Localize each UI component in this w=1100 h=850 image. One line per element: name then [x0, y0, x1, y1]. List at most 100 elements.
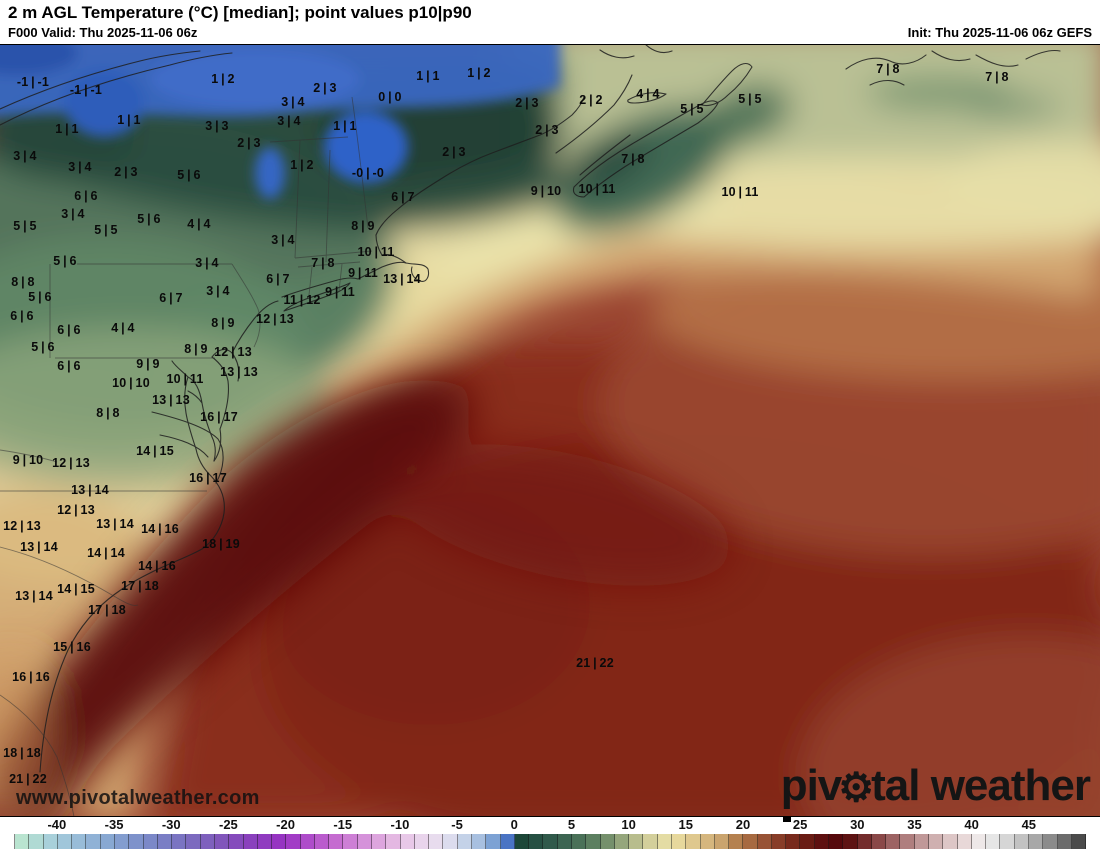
- colorbar-tick-label: -30: [161, 817, 181, 832]
- colorbar-cell: [486, 834, 501, 849]
- colorbar-cell: [443, 834, 458, 849]
- colorbar-tick-label: 0: [510, 817, 518, 832]
- colorbar-cell: [329, 834, 344, 849]
- colorbar-cell: [857, 834, 872, 849]
- colorbar-cell: [172, 834, 187, 849]
- valid-time-label: F000 Valid: Thu 2025-11-06 06z: [8, 25, 198, 40]
- colorbar-cell: [429, 834, 444, 849]
- colorbar-cell: [629, 834, 644, 849]
- colorbar-cell: [957, 834, 972, 849]
- colorbar-cell: [272, 834, 287, 849]
- colorbar-tick-label: 25: [792, 817, 808, 832]
- colorbar-cell: [700, 834, 715, 849]
- colorbar-cell: [343, 834, 358, 849]
- logo-text-post: tal weather: [871, 761, 1091, 810]
- colorbar-cell: [29, 834, 44, 849]
- colorbar-cell: [929, 834, 944, 849]
- temperature-field-graphic: [0, 45, 1100, 816]
- colorbar-cell: [400, 834, 415, 849]
- colorbar-cell: [372, 834, 387, 849]
- colorbar-cell: [86, 834, 101, 849]
- colorbar-tick-label: 20: [735, 817, 751, 832]
- logo-text-pre: piv: [780, 761, 843, 810]
- watermark: www.pivotalweather.com: [16, 787, 260, 809]
- colorbar-cell: [229, 834, 244, 849]
- map-title: 2 m AGL Temperature (°C) [median]; point…: [8, 3, 472, 22]
- colorbar-cell: [586, 834, 601, 849]
- colorbar-cell: [829, 834, 844, 849]
- colorbar-cell: [743, 834, 758, 849]
- colorbar-cell: [600, 834, 615, 849]
- colorbar-cell: [900, 834, 915, 849]
- colorbar-cell: [943, 834, 958, 849]
- colorbar-cell: [457, 834, 472, 849]
- map-header: 2 m AGL Temperature (°C) [median]; point…: [0, 0, 1100, 44]
- state-border-paths: [0, 96, 373, 816]
- colorbar-cell: [1000, 834, 1015, 849]
- colorbar-cell: [1057, 834, 1072, 849]
- colorbar-cell: [1043, 834, 1058, 849]
- colorbar-cells: [14, 834, 1087, 849]
- colorbar-cell: [914, 834, 929, 849]
- colorbar-tick-label: -5: [451, 817, 463, 832]
- colorbar-cell: [200, 834, 215, 849]
- colorbar-cell: [214, 834, 230, 849]
- colorbar-cell: [686, 834, 701, 849]
- colorbar-tick-row: -40 -35 -30 -25 -20 -15 -10 -5 0 5 10 15 20 25 30 35 40 4…: [0, 817, 1100, 834]
- init-time-label: Init: Thu 2025-11-06 06z GEFS: [907, 25, 1092, 40]
- colorbar-cell: [714, 834, 730, 849]
- colorbar-cell: [114, 834, 130, 849]
- colorbar-cell: [257, 834, 273, 849]
- colorbar-tick-label: 5: [567, 817, 576, 832]
- colorbar-tick-label: 10: [621, 817, 636, 832]
- colorbar-cell: [43, 834, 58, 849]
- colorbar-cell: [1014, 834, 1029, 849]
- colorbar-cell: [1028, 834, 1044, 849]
- colorbar-cell: [529, 834, 544, 849]
- colorbar-cell: [57, 834, 73, 849]
- colorbar-tick-label: 30: [850, 817, 865, 832]
- colorbar-cell: [657, 834, 672, 849]
- colorbar-tick-label: 15: [678, 817, 694, 832]
- colorbar-cell: [414, 834, 430, 849]
- colorbar-cell: [100, 834, 115, 849]
- colorbar-cell: [386, 834, 401, 849]
- colorbar-marker: [783, 817, 791, 822]
- colorbar-cell: [357, 834, 373, 849]
- colorbar-cell: [557, 834, 572, 849]
- colorbar-cell: [1071, 834, 1087, 849]
- colorbar-cell: [800, 834, 815, 849]
- colorbar-cell: [143, 834, 158, 849]
- colorbar-cell: [971, 834, 987, 849]
- colorbar-cell: [871, 834, 887, 849]
- colorbar-tick-label: -35: [104, 817, 124, 832]
- colorbar-cell: [186, 834, 201, 849]
- colorbar-cell: [786, 834, 801, 849]
- colorbar-cell: [300, 834, 315, 849]
- coastline-paths: [0, 45, 1061, 773]
- colorbar-cell: [614, 834, 630, 849]
- colorbar-cell: [500, 834, 515, 849]
- colorbar-cell: [15, 834, 30, 849]
- colorbar-cell: [243, 834, 258, 849]
- colorbar-legend: -40 -35 -30 -25 -20 -15 -10 -5 0 5 10 15 20 25 30 35 40 4…: [0, 817, 1100, 849]
- colorbar-tick-label: 35: [907, 817, 922, 832]
- colorbar-cell: [771, 834, 787, 849]
- colorbar-cell: [314, 834, 330, 849]
- pivotal-weather-logo: piv⚙tal weather: [780, 761, 1091, 811]
- colorbar-cell: [757, 834, 772, 849]
- colorbar-cell: [886, 834, 901, 849]
- colorbar-tick-label: -25: [218, 817, 238, 832]
- colorbar-cell: [643, 834, 658, 849]
- colorbar-cell: [157, 834, 173, 849]
- gear-icon: ⚙: [838, 766, 875, 810]
- colorbar-tick-label: -10: [390, 817, 410, 832]
- colorbar-tick-label: -20: [276, 817, 295, 832]
- colorbar-cell: [814, 834, 830, 849]
- colorbar-cell: [72, 834, 87, 849]
- colorbar-tick-label: 40: [964, 817, 979, 832]
- colorbar-tick-label: -40: [47, 817, 67, 832]
- colorbar-cell: [571, 834, 587, 849]
